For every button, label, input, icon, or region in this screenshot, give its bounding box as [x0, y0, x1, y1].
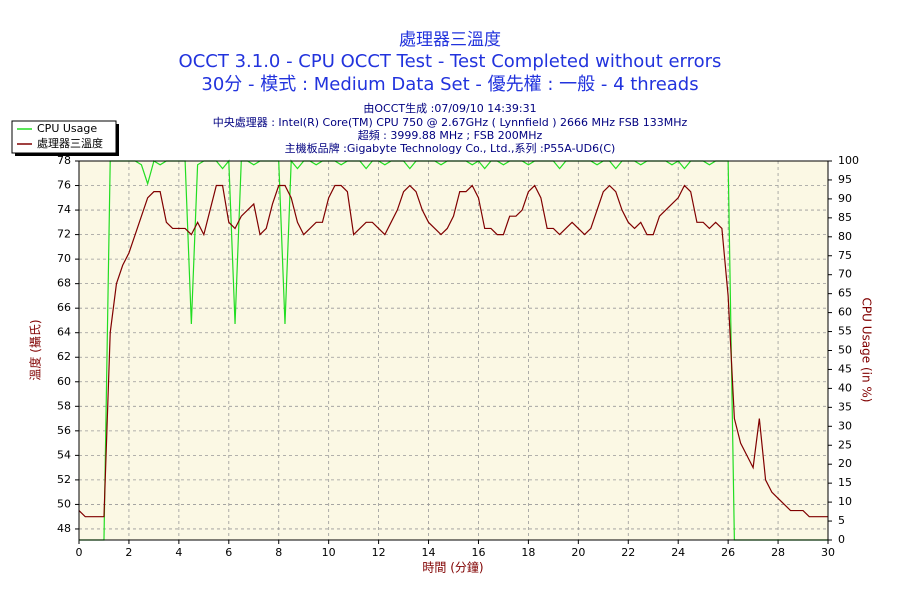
y-tick-label: 56	[57, 424, 71, 437]
x-axis-label: 時間 (分鐘)	[422, 560, 483, 575]
x-tick-label: 4	[175, 546, 182, 559]
x-tick-label: 28	[771, 546, 785, 559]
y2-tick-label: 25	[838, 438, 852, 451]
x-tick-label: 14	[422, 546, 436, 559]
y2-tick-label: 40	[838, 381, 852, 394]
y-tick-label: 68	[57, 277, 71, 290]
y2-tick-label: 80	[838, 230, 852, 243]
y-tick-label: 54	[57, 448, 71, 461]
info-line: 由OCCT生成 :07/09/10 14:39:31	[363, 101, 536, 115]
y2-tick-label: 55	[838, 325, 852, 338]
y-tick-label: 58	[57, 399, 71, 412]
x-tick-label: 8	[275, 546, 282, 559]
y2-tick-label: 70	[838, 268, 852, 281]
x-tick-label: 6	[225, 546, 232, 559]
y2-tick-label: 100	[838, 154, 859, 167]
info-line: 主機板品牌 :Gigabyte Technology Co., Ltd.,系列 …	[285, 141, 616, 155]
y-tick-label: 66	[57, 301, 71, 314]
y-tick-label: 74	[57, 203, 71, 216]
chart-subtitle: 30分 - 模式 : Medium Data Set - 優先權 : 一般 - …	[201, 74, 698, 95]
y-tick-label: 50	[57, 497, 71, 510]
x-tick-label: 22	[621, 546, 635, 559]
data-line	[78, 184, 828, 518]
x-tick-label: 12	[372, 546, 386, 559]
y2-tick-label: 10	[838, 495, 852, 508]
x-tick-label: 10	[322, 546, 336, 559]
legend-box	[11, 120, 117, 154]
y-tick-label: 62	[57, 350, 71, 363]
y-tick-label: 64	[57, 326, 71, 339]
y2-tick-label: 60	[838, 306, 852, 319]
y-tick-label: 70	[57, 252, 71, 265]
plot-border	[78, 160, 829, 541]
y2-tick-label: 0	[838, 533, 845, 546]
y-tick-label: 72	[57, 228, 71, 241]
legend-label: 處理器三溫度	[37, 136, 103, 150]
x-tick-label: 18	[521, 546, 535, 559]
y2-axis-label: CPU Usage (in %)	[860, 298, 874, 403]
chart-subtitle: OCCT 3.1.0 - CPU OCCT Test - Test Comple…	[179, 51, 722, 72]
y2-tick-label: 35	[838, 400, 852, 413]
x-tick-label: 24	[671, 546, 685, 559]
y2-tick-label: 85	[838, 211, 852, 224]
y2-tick-label: 5	[838, 514, 845, 527]
x-tick-label: 26	[721, 546, 735, 559]
x-tick-label: 20	[571, 546, 585, 559]
x-tick-label: 0	[76, 546, 83, 559]
y-tick-label: 76	[57, 179, 71, 192]
y-tick-label: 52	[57, 473, 71, 486]
info-line: 超頻 : 3999.88 MHz ; FSB 200MHz	[358, 128, 543, 142]
y2-tick-label: 20	[838, 457, 852, 470]
legend-label: CPU Usage	[37, 122, 97, 135]
y2-tick-label: 50	[838, 344, 852, 357]
y-tick-label: 60	[57, 375, 71, 388]
y2-tick-label: 15	[838, 476, 852, 489]
y2-tick-label: 90	[838, 192, 852, 205]
x-tick-label: 30	[821, 546, 835, 559]
y-tick-label: 48	[57, 522, 71, 535]
plot-area	[79, 161, 828, 540]
y2-tick-label: 45	[838, 362, 852, 375]
info-line: 中央處理器 : Intel(R) Core(TM) CPU 750 @ 2.67…	[213, 115, 688, 129]
chart-title: 處理器三溫度	[399, 30, 501, 50]
x-tick-label: 16	[471, 546, 485, 559]
y-axis-label: 溫度 (攝氏)	[28, 319, 43, 380]
x-tick-label: 2	[125, 546, 132, 559]
y2-tick-label: 95	[838, 173, 852, 186]
y2-tick-label: 30	[838, 419, 852, 432]
y-tick-label: 78	[57, 154, 71, 167]
y2-tick-label: 65	[838, 287, 852, 300]
y2-tick-label: 75	[838, 249, 852, 262]
